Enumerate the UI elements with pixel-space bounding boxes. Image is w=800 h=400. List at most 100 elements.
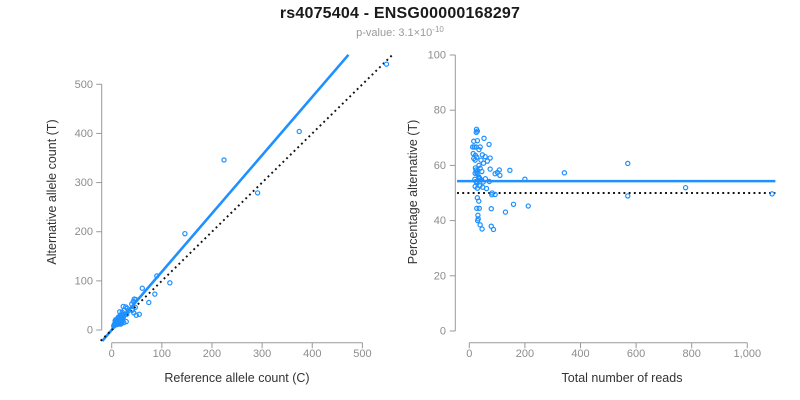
data-point: [492, 191, 498, 198]
data-point: [476, 146, 482, 153]
chart-title: rs4075404 - ENSG00000168297: [279, 5, 521, 22]
data-point: [496, 167, 503, 173]
x-tick-label: 1,000: [734, 348, 762, 360]
data-point: [474, 205, 480, 212]
data-point: [254, 190, 261, 196]
data-point: [476, 162, 482, 169]
data-point: [471, 155, 477, 162]
data-point: [502, 209, 509, 215]
y-tick-label: 400: [75, 128, 93, 140]
data-point: [129, 301, 135, 307]
data-point: [469, 144, 476, 150]
data-point: [475, 168, 481, 174]
y-tick-label: 40: [434, 215, 446, 227]
data-point: [146, 299, 152, 306]
data-point: [486, 141, 492, 148]
data-point: [525, 203, 531, 209]
x-tick-label: 400: [571, 348, 589, 360]
data-point: [487, 166, 493, 172]
data-point: [561, 170, 568, 176]
data-point: [479, 226, 485, 232]
x-tick-label: 300: [253, 348, 271, 360]
data-point: [480, 179, 486, 185]
x-tick-label: 800: [683, 348, 701, 360]
data-point: [484, 158, 491, 164]
chart-subtitle: p-value: 3.1×10-10: [0, 25, 800, 39]
data-point: [167, 280, 173, 286]
data-point: [489, 192, 495, 198]
fit-line: [101, 53, 350, 342]
data-point: [154, 273, 160, 279]
data-point: [477, 222, 483, 228]
data-point: [139, 285, 145, 291]
data-point: [507, 167, 513, 174]
p-value-exponent: -10: [432, 25, 444, 34]
data-point: [474, 128, 481, 134]
p-value-base: 3.1×10: [398, 27, 433, 39]
data-point: [133, 296, 139, 303]
y-tick-label: 100: [428, 50, 446, 62]
data-point: [522, 176, 528, 182]
y-tick-label: 60: [434, 160, 446, 172]
y-tick-label: 300: [75, 177, 93, 189]
data-point: [471, 138, 477, 144]
data-point: [769, 191, 775, 197]
data-point: [296, 128, 302, 135]
data-point: [475, 212, 481, 218]
data-point: [481, 135, 487, 142]
data-point: [473, 178, 479, 185]
x-tick-label: 0: [109, 348, 115, 360]
data-point: [136, 311, 142, 317]
data-point: [492, 171, 498, 177]
data-point: [480, 160, 487, 166]
data-point: [123, 318, 129, 325]
data-point: [470, 150, 476, 157]
p-value-prefix: p-value:: [356, 27, 399, 39]
data-point: [476, 198, 482, 204]
x-tick-label: 0: [466, 348, 472, 360]
data-point: [476, 205, 483, 212]
y-tick-label: 500: [75, 79, 93, 91]
y-tick-label: 0: [87, 325, 93, 337]
x-tick-label: 200: [516, 348, 534, 360]
y-tick-label: 0: [440, 326, 446, 338]
data-point: [479, 184, 486, 190]
data-point: [682, 184, 689, 191]
data-point: [497, 172, 503, 179]
data-point: [477, 175, 483, 182]
data-point: [133, 312, 139, 318]
data-point: [474, 185, 481, 191]
left-x-axis-title: Reference allele count (C): [164, 371, 309, 385]
left-y-axis-title: Alternative allele count (T): [45, 119, 59, 264]
y-tick-label: 20: [434, 270, 446, 282]
data-point: [625, 160, 631, 167]
data-point: [487, 155, 493, 161]
right-chart-panel: 0 200 400 600 800 1,000 0 20 40 60 80 100: [428, 50, 776, 360]
y-tick-label: 80: [434, 105, 446, 117]
data-point: [117, 316, 123, 323]
data-point: [114, 320, 120, 327]
x-tick-label: 600: [627, 348, 645, 360]
right-y-axis-title: Percentage alternative (T): [406, 120, 420, 265]
left-chart-panel: 0 100 200 300 400 500 0 100 200 300 400 500: [75, 53, 394, 360]
data-point: [383, 61, 390, 67]
data-point: [482, 153, 488, 160]
data-point: [124, 311, 130, 317]
data-point: [473, 129, 479, 135]
data-point: [625, 193, 631, 199]
data-point: [152, 291, 158, 297]
x-tick-label: 500: [353, 348, 371, 360]
data-point: [488, 223, 494, 229]
data-point: [488, 206, 494, 212]
data-point: [132, 304, 138, 311]
y-tick-label: 200: [75, 226, 93, 238]
data-point: [182, 230, 188, 237]
x-tick-label: 100: [153, 348, 171, 360]
data-point: [121, 319, 127, 326]
data-point: [477, 144, 483, 150]
x-tick-label: 200: [203, 348, 221, 360]
right-x-axis-title: Total number of reads: [562, 371, 683, 385]
identity-line: [100, 54, 394, 342]
